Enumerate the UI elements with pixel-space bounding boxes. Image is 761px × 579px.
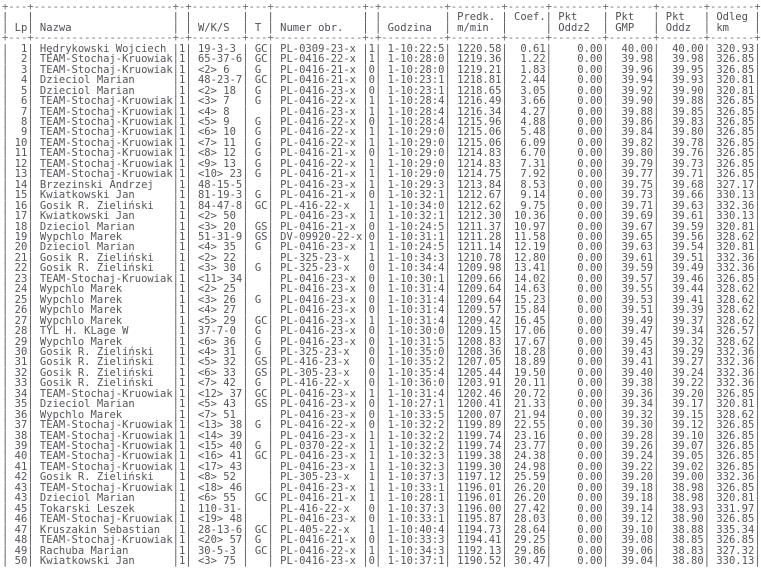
table-row: | 34| TEAM-Stochaj-Kruowiak|1| <12> 37| … — [2, 387, 761, 400]
table-row: | 48| TEAM-Stochaj-Kruowiak|1| <20> 57| … — [2, 534, 761, 547]
table-row: | 29| Wypchlo Marek |1| <6> 36 | G | PL-… — [2, 335, 761, 348]
table-row: | 23| TEAM-Stochaj-Kruowiak|1| <11> 34| … — [2, 272, 761, 285]
table-row: | 5| Dzieciol Marian |1| <2> 18 | G | PL… — [2, 84, 761, 97]
table-row: | 8| TEAM-Stochaj-Kruowiak|1| <5> 9 | G … — [2, 115, 761, 128]
table-row: | 10| TEAM-Stochaj-Kruowiak|1| <7> 11 | … — [2, 136, 761, 149]
table-row: | 40| TEAM-Stochaj-Kruowiak|1| <16> 41| … — [2, 450, 761, 463]
table-row: | 41| TEAM-Stochaj-Kruowiak|1| <17> 43| … — [2, 460, 761, 473]
table-row: | 4| Dzieciol Marian |1| 48-23-7| GC| PL… — [2, 74, 761, 87]
table-row: | 16| Gosik R. Zieliński |1| 84-47-8| GC… — [2, 199, 761, 212]
table-row: | 9| TEAM-Stochaj-Kruowiak|1| <6> 10 | G… — [2, 126, 761, 139]
table-rule: +---+----------------------+-+--------+-… — [2, 32, 761, 45]
table-row: | 1| Hędrykowski Wojciech |1| 19-3-3 | G… — [2, 42, 761, 55]
table-row: | 32| Gosik R. Zieliński |1| <6> 33 | GS… — [2, 366, 761, 379]
table-row: | 17| Kwiatkowski Jan |1| <2> 50 | | PL-… — [2, 210, 761, 223]
table-row: | 7| TEAM-Stochaj-Kruowiak|1| <4> 8 | | … — [2, 105, 761, 118]
table-row: | 22| Gosik R. Zieliński |1| <3> 30 | G … — [2, 262, 761, 275]
table-row: | 15| Kwiatkowski Jan |1| 81-19-3| G | P… — [2, 189, 761, 202]
table-row: | 13| TEAM-Stochaj-Kruowiak|1| <10> 23| … — [2, 168, 761, 181]
table-row: | 27| Wypchlo Marek |1| <5> 29 | GC| PL-… — [2, 314, 761, 327]
table-row: | 35| Dzieciol Marian |1| <5> 43 | GS| P… — [2, 398, 761, 411]
table-row: | 11| TEAM-Stochaj-Kruowiak|1| <8> 12 | … — [2, 147, 761, 160]
table-rule: +---+----------------------+-+--------+-… — [2, 1, 761, 13]
table-row: | 14| Brzezinski Andrzej |1| 48-15-5| | … — [2, 178, 761, 191]
table-row: | 24| Wypchlo Marek |1| <2> 25 | | PL-04… — [2, 283, 761, 296]
table-row: | 47| Kruszakin Sebastian |1| 28-13-6| G… — [2, 523, 761, 536]
table-row: | 46| TEAM-Stochaj-Kruowiak|1| <19> 48| … — [2, 513, 761, 526]
table-row: | 26| Wypchlo Marek |1| <4> 27 | | PL-04… — [2, 304, 761, 317]
table-row: | 28| TYL H. KLage W |1| 37-7-0 | G | PL… — [2, 325, 761, 338]
table-row: | 12| TEAM-Stochaj-Kruowiak|1| <9> 13 | … — [2, 157, 761, 170]
table-row: | 50| Kwiatkowski Jan |1| <3> 75 | | PL-… — [2, 555, 761, 568]
table-row: | 36| Wypchlo Marek |1| <7> 51 | | PL-04… — [2, 408, 761, 421]
table-row: | 3| TEAM-Stochaj-Kruowiak|1| <2> 6 | G … — [2, 63, 761, 76]
table-header-line: | | | | | | | | | Predk. | Coef.| Pkt | … — [2, 11, 761, 24]
table-row: | 45| Tokarski Leszek |1| 110-31-| | PL-… — [2, 502, 761, 515]
table-row: | 42| Gosik R. Zieliński |1| <8> 52 | | … — [2, 471, 761, 484]
table-header-line: | Lp| Nazwa | | W/K/S | T | Numer obr. |… — [2, 21, 761, 34]
table-row: | 20| Dzieciol Marian |1| <4> 35 | G | P… — [2, 241, 761, 254]
table-row: | 43| TEAM-Stochaj-Kruowiak|1| <18> 46| … — [2, 481, 761, 494]
table-row: | 33| Gosik R. Zieliński |1| <7> 42 | G … — [2, 377, 761, 390]
table-row: | 49| Rachuba Marian |1| 30-5-3 | GC| PL… — [2, 544, 761, 557]
table-row: | 18| Dzieciol Marian |1| <3> 20 | GS| P… — [2, 220, 761, 233]
table-row: | 37| TEAM-Stochaj-Kruowiak|1| <13> 38| … — [2, 419, 761, 432]
table-row: | 6| TEAM-Stochaj-Kruowiak|1| <3> 7 | G … — [2, 95, 761, 108]
table-row: | 19| Wypchlo Marek |1| 51-31-9| GS| DV-… — [2, 230, 761, 243]
results-report: +---+----------------------+-+--------+-… — [2, 1, 761, 568]
table-row: | 2| TEAM-Stochaj-Kruowiak|1| 65-37-6| G… — [2, 53, 761, 66]
table-row: | 21| Gosik R. Zieliński |1| <2> 22 | | … — [2, 251, 761, 264]
table-row: | 30| Gosik R. Zieliński |1| <4> 31 | G … — [2, 345, 761, 358]
table-row: | 25| Wypchlo Marek |1| <3> 26 | G | PL-… — [2, 293, 761, 306]
table-row: | 38| TEAM-Stochaj-Kruowiak|1| <14> 39| … — [2, 429, 761, 442]
table-row: | 39| TEAM-Stochaj-Kruowiak|1| <15> 40| … — [2, 440, 761, 453]
table-row: | 31| Gosik R. Zieliński |1| <5> 32 | GS… — [2, 356, 761, 369]
table-row: | 43| Dzieciol Marian |1| <6> 55 | GC| P… — [2, 492, 761, 505]
